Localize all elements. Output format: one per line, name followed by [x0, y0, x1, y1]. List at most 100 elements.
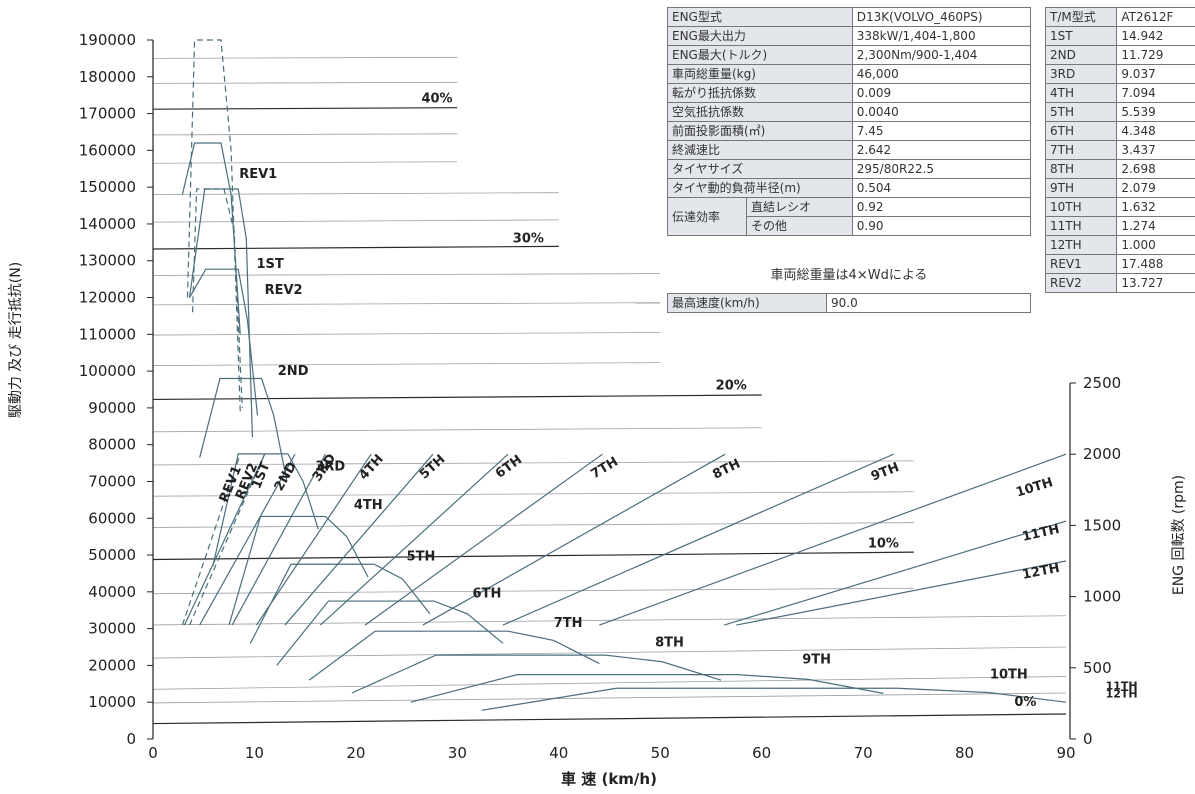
resistance-line-20pct [152, 394, 762, 401]
resistance-line-40pct [152, 107, 458, 110]
x-tick-label: 70 [854, 744, 873, 762]
traction-curve-9th [410, 674, 884, 703]
max-speed-key: 最高速度(km/h) [667, 293, 827, 313]
y-tick-label: 110000 [79, 325, 136, 343]
spec-key: 車両総重量(kg) [667, 64, 853, 84]
traction-curve-dashed [186, 39, 241, 412]
traction-label: 6TH [473, 586, 502, 601]
y-tick-label: 10000 [88, 693, 136, 711]
tm-row: 8TH 2.698 [1044, 159, 1195, 179]
x-tick-label: 0 [148, 744, 158, 762]
rpm-line-label: 9TH [869, 460, 901, 484]
resistance-gridline [152, 192, 559, 195]
tm-header-value: AT2612F [1116, 7, 1195, 27]
x-tick-label: 50 [651, 744, 670, 762]
grade-label: 0% [1014, 695, 1036, 710]
y-tick-label: 70000 [88, 472, 136, 490]
y-tick-label: 80000 [88, 436, 136, 454]
traction-label: 5TH [407, 550, 436, 565]
x-tick-label: 80 [955, 744, 974, 762]
rpm-line-8th [422, 453, 726, 626]
spec-row: ENG最大(トルク) 2,300Nm/900-1,404 [667, 45, 1032, 65]
gear-name: 3RD [1044, 64, 1118, 84]
resistance-gridline [152, 273, 661, 276]
traction-label: 1ST [256, 257, 283, 272]
spec-row: ENG型式 D13K(VOLVO_460PS) [667, 7, 1032, 27]
rpm-line-2nd [199, 453, 296, 626]
gear-name: 8TH [1044, 159, 1118, 179]
traction-label: 9TH [802, 653, 831, 668]
spec-value: 7.45 [851, 121, 1032, 141]
gear-ratio: 5.539 [1116, 102, 1195, 122]
traction-curve-6th [276, 600, 504, 666]
gear-ratio: 2.698 [1116, 159, 1195, 179]
gear-name: 2ND [1044, 45, 1118, 65]
rpm-tick-label: 2000 [1083, 445, 1121, 463]
spec-key: 転がり抵抗係数 [667, 83, 853, 103]
resistance-gridline [152, 460, 914, 466]
y-tick-label: 90000 [88, 399, 136, 417]
gear-ratio: 2.079 [1116, 178, 1195, 198]
y-axis-label-right: ENG 回転数 (rpm) [1171, 475, 1187, 595]
rpm-flat-label: 12TH [1106, 687, 1138, 700]
resistance-gridline [152, 491, 914, 497]
rpm-line-label: 11TH [1021, 522, 1061, 545]
x-tick-label: 40 [549, 744, 568, 762]
gear-name: 7TH [1044, 140, 1118, 160]
rpm-tick-label: 1500 [1083, 516, 1121, 534]
rpm-line-rev1 [181, 454, 241, 626]
efficiency-sub-direct: 直結レシオ [746, 197, 853, 217]
traction-label: 2ND [278, 364, 309, 379]
spec-row: 終減速比 2.642 [667, 140, 1032, 160]
y-tick-label: 190000 [79, 31, 136, 49]
x-tick-label: 90 [1056, 744, 1075, 762]
resistance-gridline [152, 56, 458, 59]
max-speed-table: 最高速度(km/h) 90.0 [667, 293, 1031, 313]
tm-row: 4TH 7.094 [1044, 83, 1195, 103]
y-tick-label: 180000 [79, 68, 136, 86]
rpm-line-label: 12TH [1021, 561, 1061, 583]
traction-curve-1st [188, 268, 259, 416]
efficiency-row: 伝達効率 直結レシオ 0.92 [667, 197, 1032, 236]
resistance-gridline [152, 219, 559, 223]
rpm-line-label: 10TH [1014, 475, 1055, 500]
grade-label: 10% [868, 537, 899, 552]
y-tick-label: 150000 [79, 178, 136, 196]
efficiency-sub-other: その他 [746, 216, 853, 236]
y-tick-label: 30000 [88, 620, 136, 638]
resistance-gridline [152, 676, 1067, 690]
traction-curve-10th [481, 687, 1067, 711]
spec-value: 2,300Nm/900-1,404 [851, 45, 1032, 65]
gear-name: 11TH [1044, 216, 1118, 236]
rpm-line-label: 5TH [417, 452, 448, 482]
spec-row: 転がり抵抗係数 0.009 [667, 83, 1032, 103]
gear-ratio: 1.000 [1116, 235, 1195, 255]
y-tick-label: 100000 [79, 362, 136, 380]
gear-name: 12TH [1044, 235, 1118, 255]
spec-key: 終減速比 [667, 140, 853, 160]
spec-row: タイヤサイズ 295/80R22.5 [667, 159, 1032, 179]
spec-row: 空気抵抗係数 0.0040 [667, 102, 1032, 122]
spec-key: ENG最大(トルク) [667, 45, 853, 65]
gear-ratio: 7.094 [1116, 83, 1195, 103]
y-axis-label-left: 駆動力 及び 走行抵抗(N) [8, 262, 24, 418]
tm-row: 9TH 2.079 [1044, 178, 1195, 198]
rpm-line-label: 4TH [356, 452, 386, 483]
spec-row: 前面投影面積(㎡) 7.45 [667, 121, 1032, 141]
rpm-tick-label: 1000 [1083, 588, 1121, 606]
efficiency-row: その他 0.90 [668, 216, 1032, 236]
gear-ratio: 17.488 [1116, 254, 1195, 274]
traction-label: 8TH [655, 635, 684, 650]
spec-value: 0.009 [851, 83, 1032, 103]
spec-value: D13K(VOLVO_460PS) [851, 7, 1032, 27]
tm-row: 12TH 1.000 [1044, 235, 1195, 255]
y-tick-label: 140000 [79, 215, 136, 233]
rpm-line-5th [284, 453, 434, 626]
resistance-gridline [152, 161, 458, 164]
tm-row: 7TH 3.437 [1044, 140, 1195, 160]
spec-key: 空気抵抗係数 [667, 102, 853, 122]
tm-header-row: T/M型式 AT2612F [1044, 7, 1195, 27]
rpm-line-label: 6TH [493, 453, 525, 482]
gear-name: 10TH [1044, 197, 1118, 217]
